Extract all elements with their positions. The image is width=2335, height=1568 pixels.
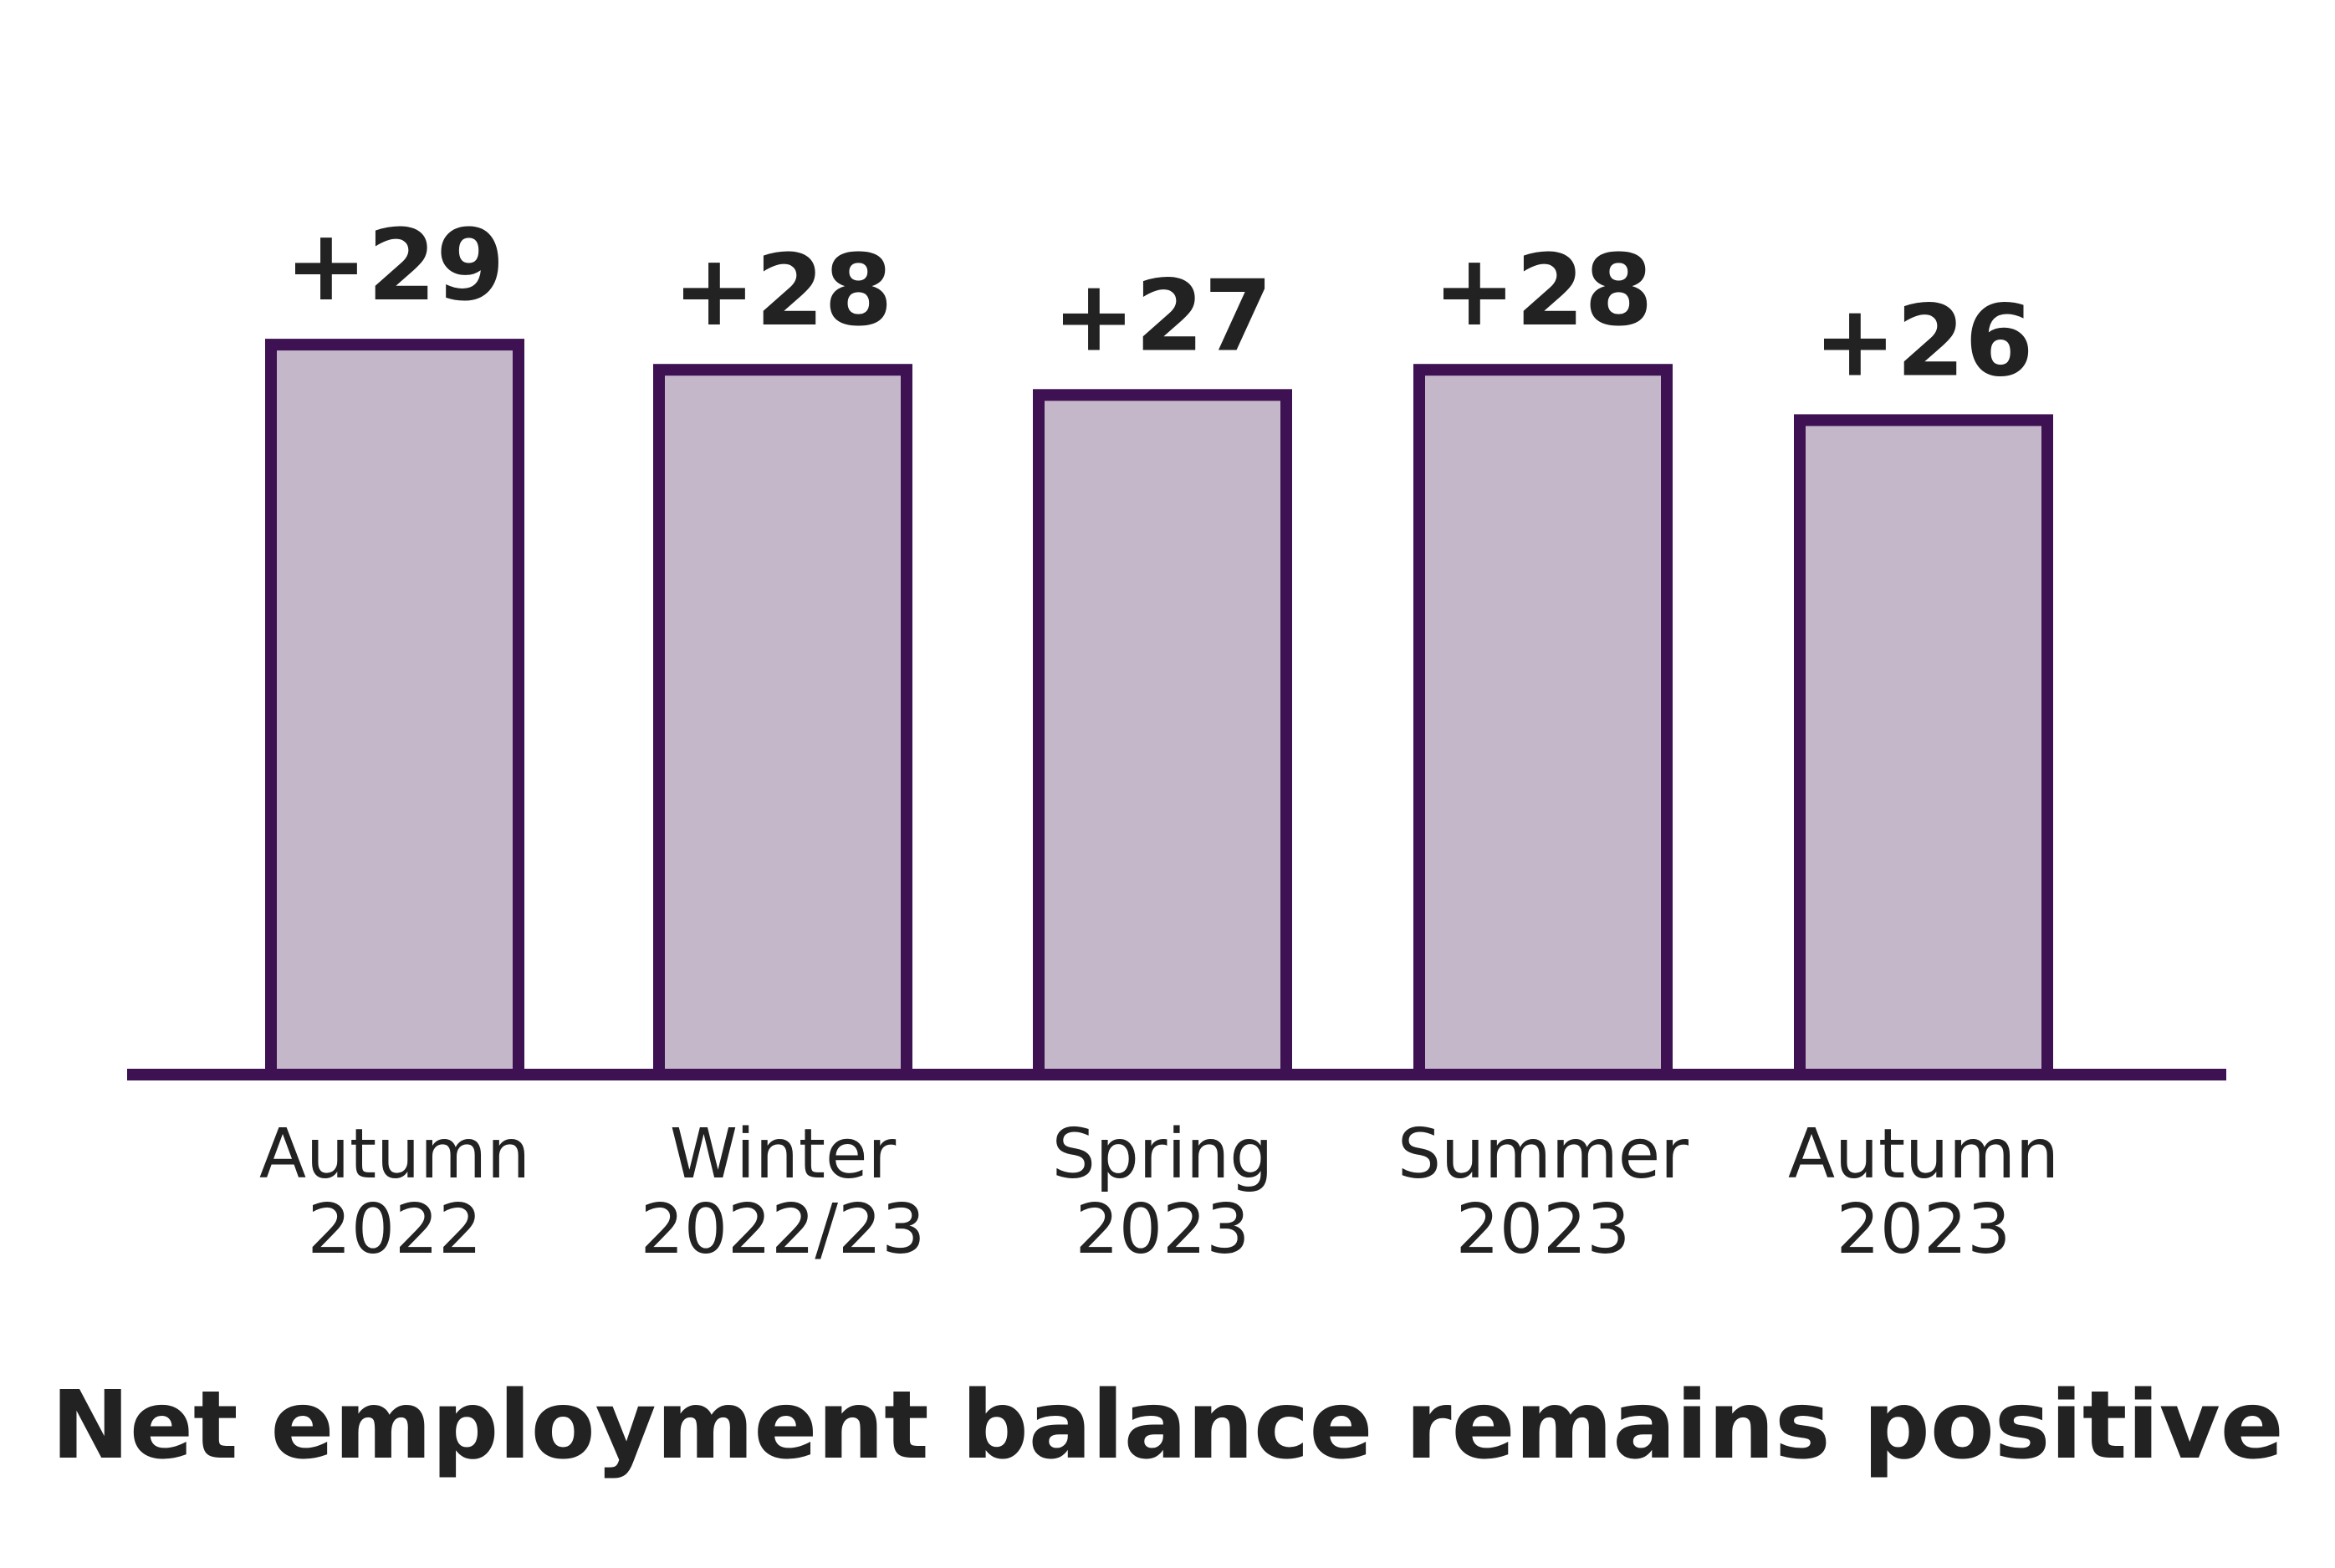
bar-value-label: +27 <box>1052 258 1272 373</box>
category-tick-label: Summer <box>1397 1115 1689 1194</box>
labels-group: +29Autumn2022+28Winter2022/23+27Spring20… <box>259 207 2059 1269</box>
chart-title: Net employment balance remains positive <box>51 1371 2284 1480</box>
bar <box>1794 414 2053 1080</box>
bar <box>265 339 524 1081</box>
category-tick-label: Winter <box>670 1115 897 1194</box>
bar-value-label: +26 <box>1813 283 2033 398</box>
category-tick-label: Spring <box>1052 1115 1274 1194</box>
category-tick-label: Autumn <box>1788 1115 2059 1194</box>
category-tick-label: 2022 <box>308 1190 483 1269</box>
category-tick-label: 2023 <box>1456 1190 1631 1269</box>
bar-value-label: +29 <box>284 207 504 323</box>
bar-value-label: +28 <box>672 232 892 348</box>
category-tick-label: Autumn <box>259 1115 530 1194</box>
bars-group <box>265 339 2053 1081</box>
bar <box>1413 364 1673 1080</box>
category-tick-label: 2023 <box>1076 1190 1250 1269</box>
bar <box>653 364 912 1080</box>
category-tick-label: 2023 <box>1837 1190 2011 1269</box>
bar-value-label: +28 <box>1433 232 1653 348</box>
category-tick-label: 2022/23 <box>641 1190 926 1269</box>
bar <box>1033 389 1292 1080</box>
